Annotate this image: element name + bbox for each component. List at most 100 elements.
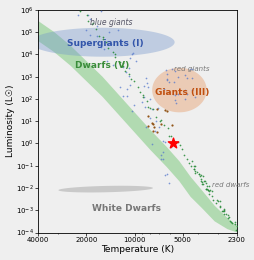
Point xyxy=(124,87,129,91)
Text: Supergiants (I): Supergiants (I) xyxy=(67,39,144,48)
Point xyxy=(202,179,207,183)
Point xyxy=(184,157,188,161)
Point xyxy=(94,24,99,29)
Point xyxy=(170,92,174,96)
Point xyxy=(110,63,114,67)
Point xyxy=(86,13,90,17)
Point xyxy=(118,84,122,89)
Point xyxy=(105,46,109,50)
Point xyxy=(162,87,166,91)
Point xyxy=(192,171,196,176)
Point xyxy=(203,187,207,191)
Point xyxy=(158,153,163,158)
Point xyxy=(150,142,154,146)
Point xyxy=(90,21,94,25)
Point xyxy=(207,191,211,196)
Point xyxy=(102,47,106,51)
Polygon shape xyxy=(58,186,152,192)
Point xyxy=(145,99,149,103)
Point xyxy=(168,145,172,149)
Point xyxy=(221,208,225,212)
Point xyxy=(128,77,132,81)
Point xyxy=(225,216,229,220)
Point xyxy=(113,51,117,56)
Point xyxy=(217,205,221,209)
Point xyxy=(190,67,194,72)
Point xyxy=(124,94,129,98)
Point xyxy=(84,28,88,32)
Point xyxy=(166,181,170,185)
Point xyxy=(76,13,80,17)
Point xyxy=(170,141,174,146)
Point xyxy=(152,125,156,129)
Point xyxy=(97,34,101,38)
X-axis label: Temperature (K): Temperature (K) xyxy=(101,245,173,255)
Point xyxy=(153,119,157,123)
Point xyxy=(105,58,109,63)
Point xyxy=(148,115,152,120)
Point xyxy=(150,107,154,111)
Point xyxy=(164,72,168,76)
Point xyxy=(232,220,236,224)
Point xyxy=(154,115,158,119)
Text: Dwarfs (V): Dwarfs (V) xyxy=(75,61,129,70)
Point xyxy=(165,126,169,130)
Point xyxy=(198,174,202,178)
Point xyxy=(142,84,146,88)
Point xyxy=(94,27,98,31)
Point xyxy=(215,198,219,203)
Point xyxy=(169,134,173,139)
Point xyxy=(209,193,213,198)
Point xyxy=(182,97,186,101)
Text: blue giants: blue giants xyxy=(89,18,132,27)
Point xyxy=(124,70,128,74)
Point xyxy=(120,64,124,69)
Point xyxy=(198,173,202,177)
Point xyxy=(164,77,168,82)
Point xyxy=(140,100,144,104)
Point xyxy=(159,157,163,161)
Point xyxy=(135,85,139,89)
Point xyxy=(157,119,162,123)
Point xyxy=(199,180,203,184)
Point xyxy=(134,59,138,63)
Point xyxy=(176,92,180,96)
Point xyxy=(142,95,146,99)
Text: red giants: red giants xyxy=(173,66,209,72)
Point xyxy=(200,181,204,186)
Point xyxy=(208,187,212,192)
Point xyxy=(193,168,197,173)
Point xyxy=(78,9,82,14)
Point xyxy=(163,108,167,112)
Point xyxy=(117,60,121,64)
Point xyxy=(86,19,90,23)
Point xyxy=(195,170,199,174)
Point xyxy=(137,89,141,94)
Point xyxy=(201,179,205,183)
Point xyxy=(164,77,168,82)
Point xyxy=(172,80,176,84)
Point xyxy=(209,188,213,193)
Point xyxy=(226,215,230,219)
Point xyxy=(196,172,200,176)
Point xyxy=(221,207,225,211)
Point xyxy=(206,184,210,188)
Point xyxy=(128,83,132,87)
Text: Giants (III): Giants (III) xyxy=(155,88,209,97)
Point xyxy=(159,122,163,126)
Point xyxy=(187,67,192,72)
Point xyxy=(132,103,136,107)
Point xyxy=(182,73,186,77)
Point xyxy=(129,51,133,56)
Point xyxy=(120,94,124,98)
Point xyxy=(232,222,236,226)
Point xyxy=(210,198,214,202)
Point xyxy=(161,122,165,127)
Point xyxy=(204,187,208,191)
Point xyxy=(161,139,165,143)
Point xyxy=(217,204,221,208)
Point xyxy=(87,33,91,37)
Point xyxy=(233,228,237,232)
Point xyxy=(95,34,99,38)
Point xyxy=(100,35,104,39)
